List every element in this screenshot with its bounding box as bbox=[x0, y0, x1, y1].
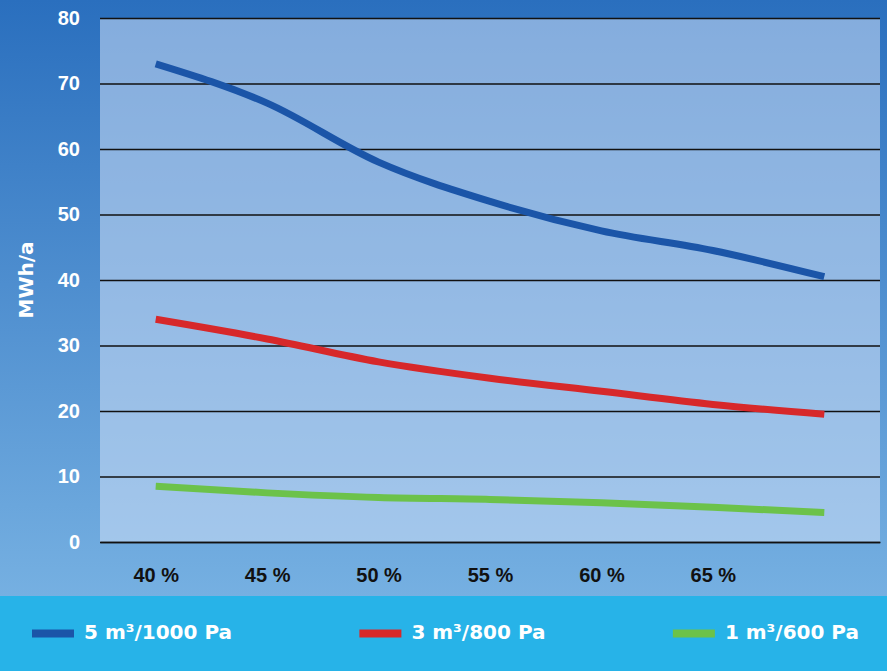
y-tick-label: 60 bbox=[58, 138, 80, 160]
y-tick-label: 10 bbox=[58, 465, 80, 487]
series-line bbox=[156, 486, 825, 512]
x-tick-label: 40 % bbox=[133, 564, 179, 586]
x-tick: 50 % bbox=[356, 542, 402, 586]
y-tick-label: 20 bbox=[58, 400, 80, 422]
grid-line bbox=[100, 345, 880, 347]
plot-area bbox=[100, 18, 880, 542]
y-tick: 40 bbox=[58, 269, 880, 291]
y-tick-label: 0 bbox=[69, 531, 80, 553]
x-tick-label: 65 % bbox=[691, 564, 737, 586]
x-tick: 45 % bbox=[245, 542, 291, 586]
y-tick-label: 70 bbox=[58, 72, 80, 94]
legend-label: 3 m³/800 Pa bbox=[411, 620, 545, 644]
legend-swatch bbox=[359, 630, 401, 638]
y-tick: 30 bbox=[58, 334, 880, 356]
lines bbox=[156, 64, 825, 513]
y-tick: 50 bbox=[58, 203, 880, 225]
legend-band bbox=[0, 596, 887, 671]
y-tick-label: 40 bbox=[58, 269, 80, 291]
x-tick: 55 % bbox=[468, 542, 514, 586]
series-line bbox=[156, 319, 825, 414]
y-tick-label: 30 bbox=[58, 334, 80, 356]
legend-item: 1 m³/600 Pa bbox=[673, 620, 859, 644]
y-tick: 70 bbox=[58, 72, 880, 94]
x-tick: 60 % bbox=[579, 542, 625, 586]
y-tick: 10 bbox=[58, 465, 880, 487]
y-tick: 0 bbox=[69, 531, 880, 553]
x-tick: 65 % bbox=[691, 542, 737, 586]
y-tick-label: 50 bbox=[58, 203, 80, 225]
x-tick-label: 60 % bbox=[579, 564, 625, 586]
x-tick: 40 % bbox=[133, 542, 179, 586]
y-axis-title: MWh/a bbox=[14, 241, 38, 318]
legend-label: 1 m³/600 Pa bbox=[725, 620, 859, 644]
grid-line bbox=[100, 542, 880, 544]
grid-line bbox=[100, 18, 880, 20]
legend-swatch bbox=[32, 630, 74, 638]
background bbox=[0, 0, 887, 671]
legend-label: 5 m³/1000 Pa bbox=[84, 620, 232, 644]
y-axis: 0 10 20 30 40 50 60 70 80 bbox=[58, 7, 880, 553]
x-axis-line bbox=[101, 542, 881, 544]
series-line bbox=[156, 64, 825, 277]
x-tick-label: 45 % bbox=[245, 564, 291, 586]
chart: 0 10 20 30 40 50 60 70 80 40 % 45 % 50 % 55 % 60 % 65 … bbox=[0, 0, 887, 671]
x-axis: 40 % 45 % 50 % 55 % 60 % 65 % bbox=[101, 542, 881, 586]
grid-line bbox=[100, 476, 880, 478]
x-tick-label: 50 % bbox=[356, 564, 402, 586]
y-tick-label: 80 bbox=[58, 7, 80, 29]
grid-line bbox=[100, 280, 880, 282]
grid-line bbox=[100, 214, 880, 216]
grid-line bbox=[100, 149, 880, 151]
y-tick: 60 bbox=[58, 138, 880, 160]
legend: 5 m³/1000 Pa 3 m³/800 Pa 1 m³/600 Pa bbox=[32, 620, 859, 644]
x-tick-label: 55 % bbox=[468, 564, 514, 586]
legend-item: 3 m³/800 Pa bbox=[359, 620, 545, 644]
legend-item: 5 m³/1000 Pa bbox=[32, 620, 232, 644]
y-tick: 80 bbox=[58, 7, 880, 29]
legend-swatch bbox=[673, 630, 715, 638]
